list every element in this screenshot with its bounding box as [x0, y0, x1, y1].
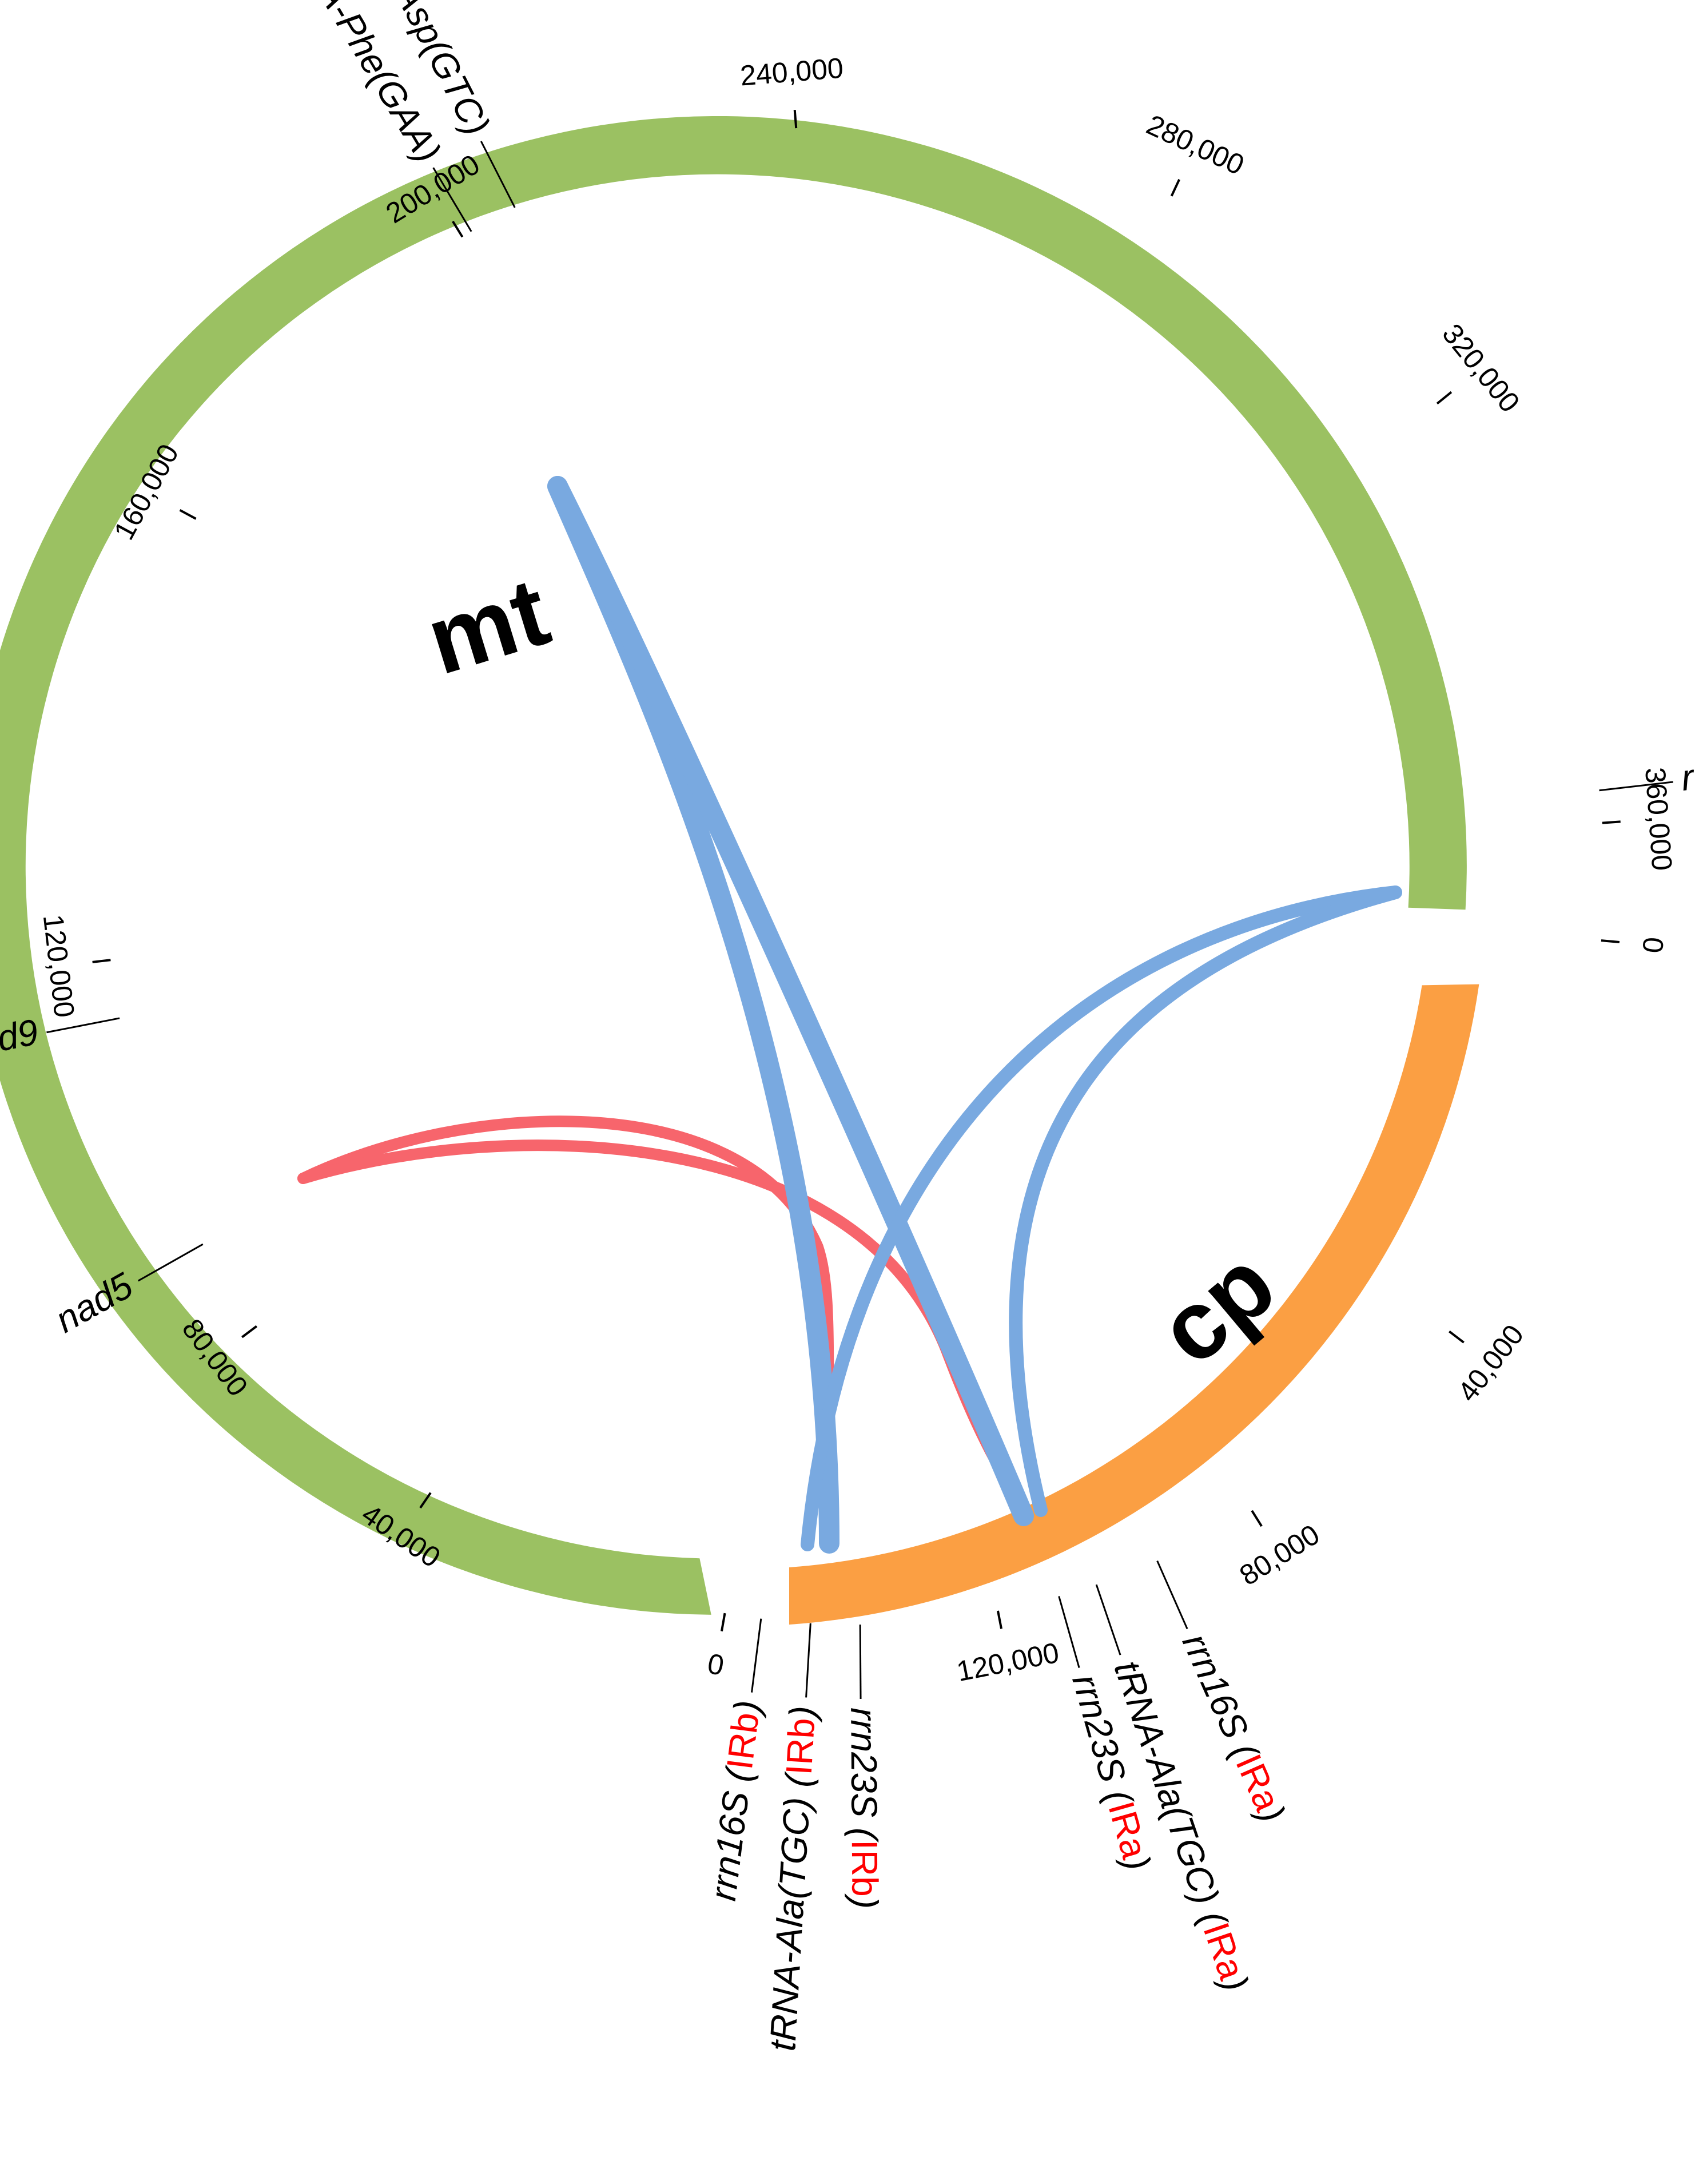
- mt-gene-leader-2: [432, 167, 472, 232]
- cp-gene-leader-2: [859, 1624, 862, 1699]
- mt-tick-4: [179, 509, 197, 520]
- gene-name: rrn18: [1679, 748, 1695, 799]
- link-blue-trna-asp-to-rrn16s-irb: [547, 476, 839, 1554]
- link-ribbons: [297, 476, 1402, 1554]
- mt-tick-label-3: 120,000: [37, 913, 81, 1019]
- inverted-repeat-tag: IRa: [1100, 1797, 1156, 1863]
- mt-tick-label-8: 320,000: [1436, 318, 1526, 419]
- cp-gene-label-2: rrn23S (IRb): [843, 1708, 885, 1909]
- mt-tick-9: [1602, 820, 1621, 824]
- mt-gene-leader-3: [480, 141, 516, 208]
- mt-tick-8: [1436, 391, 1453, 405]
- mt-tick-label-6: 240,000: [739, 52, 845, 92]
- mt-tick-label-7: 280,000: [1142, 109, 1249, 181]
- cp-gene-leader-1: [805, 1623, 811, 1698]
- gene-name: rrn23S: [843, 1708, 885, 1818]
- cp-tick-label-0: 0: [1637, 936, 1670, 955]
- tick-marks: [92, 109, 1621, 1631]
- cp-gene-label-1: tRNA-Ala(TGC) (IRb): [762, 1705, 823, 2052]
- cp-tick-0: [1601, 939, 1620, 943]
- mt-gene-leader-4: [1599, 781, 1673, 792]
- gene-name: rrn16S: [702, 1789, 757, 1903]
- mt-gene-label-4: rrn18: [1679, 748, 1695, 799]
- cp-tick-2: [1251, 1510, 1263, 1527]
- cp-tick-label-2: 80,000: [1234, 1518, 1325, 1592]
- mt-tick-7: [1170, 178, 1180, 197]
- cp-gene-leader-0: [751, 1618, 762, 1693]
- inverted-repeat-tag: IRb: [719, 1710, 767, 1772]
- cp-gene-leader-4: [1095, 1584, 1121, 1655]
- cp-tick-3: [996, 1610, 1003, 1629]
- cp-tick-1: [1449, 1330, 1465, 1344]
- link-blue-trna-asp-to-rrn23s-ira: [547, 476, 1034, 1526]
- mt-tick-0: [720, 1613, 726, 1631]
- cp-gene-label-0: rrn16S (IRb): [702, 1698, 769, 1903]
- mt-tick-2: [241, 1325, 257, 1339]
- cp-chromosome-band: [789, 984, 1479, 1625]
- mt-tick-3: [92, 959, 111, 963]
- cp-tick-label-3: 120,000: [954, 1637, 1061, 1687]
- link-blue-rrn18-to-rrn16s-irb: [801, 885, 1402, 1551]
- link-blue-rrn18-to-rrn16s-ira: [1009, 885, 1402, 1517]
- gene-name: rrn16S: [1175, 1627, 1256, 1745]
- mt-gene-leader-1: [46, 1017, 120, 1034]
- mt-tick-5: [452, 220, 464, 238]
- inverted-repeat-tag: IRb: [778, 1717, 823, 1776]
- mt-tick-6: [793, 109, 798, 129]
- mt-chromosome-label: mt: [415, 557, 560, 695]
- mt-tick-1: [419, 1492, 432, 1509]
- cp-gene-leader-5: [1156, 1560, 1188, 1630]
- cp-gene-leader-3: [1058, 1596, 1080, 1669]
- link-red-trna-phe-to-trna-ala-irb: [552, 481, 835, 1545]
- inverted-repeat-tag: IRb: [844, 1840, 886, 1897]
- mt-gene-leader-0: [137, 1243, 204, 1282]
- cp-tick-label-1: 40,000: [1451, 1319, 1530, 1407]
- mt-tick-label-0: 0: [705, 1647, 726, 1682]
- gene-name: tRNA-Ala(TGC): [762, 1796, 818, 2052]
